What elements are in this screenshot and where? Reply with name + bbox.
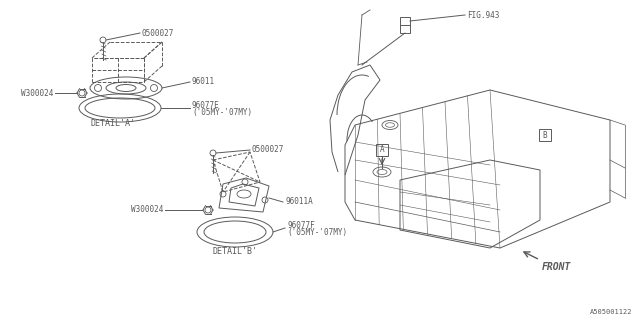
Text: ('05MY-'07MY): ('05MY-'07MY) — [192, 108, 252, 117]
Text: 96011A: 96011A — [285, 197, 313, 206]
Text: 96077E: 96077E — [192, 100, 220, 109]
Text: 96077F: 96077F — [287, 220, 315, 229]
Text: W300024: W300024 — [20, 89, 53, 98]
Text: 96011: 96011 — [192, 77, 215, 86]
Text: FRONT: FRONT — [542, 262, 572, 272]
Text: DETAIL'A': DETAIL'A' — [90, 118, 136, 127]
Text: 0500027: 0500027 — [252, 146, 284, 155]
Text: A: A — [380, 146, 384, 155]
Text: ('05MY-'07MY): ('05MY-'07MY) — [287, 228, 347, 237]
Text: A505001122: A505001122 — [589, 309, 632, 315]
Text: 0500027: 0500027 — [142, 28, 174, 37]
Text: DETAIL'B': DETAIL'B' — [212, 247, 257, 257]
Text: FIG.943: FIG.943 — [467, 11, 499, 20]
Text: W300024: W300024 — [131, 205, 163, 214]
Text: B: B — [543, 131, 547, 140]
